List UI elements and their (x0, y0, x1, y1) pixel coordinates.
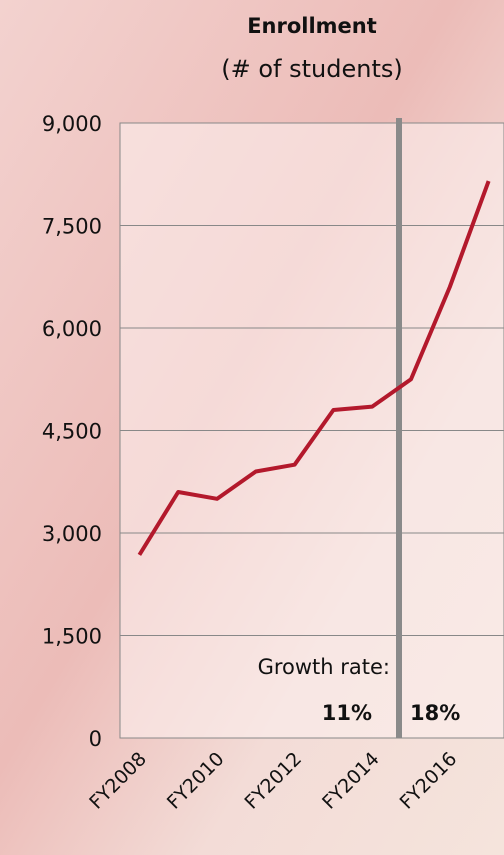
y-tick-label: 6,000 (42, 317, 102, 341)
annotation-after: 18% (410, 701, 460, 725)
annotation-before: 11% (322, 701, 372, 725)
y-tick-label: 4,500 (42, 420, 102, 444)
chart-title: Enrollment (247, 14, 377, 38)
annotation-label: Growth rate: (258, 655, 390, 679)
chart-subtitle: (# of students) (221, 55, 402, 83)
y-tick-label: 3,000 (42, 522, 102, 546)
y-tick-label: 1,500 (42, 625, 102, 649)
line-series (137, 180, 491, 556)
y-tick-label: 9,000 (42, 112, 102, 136)
y-tick-label: 0 (89, 727, 102, 751)
y-tick-label: 7,500 (42, 215, 102, 239)
